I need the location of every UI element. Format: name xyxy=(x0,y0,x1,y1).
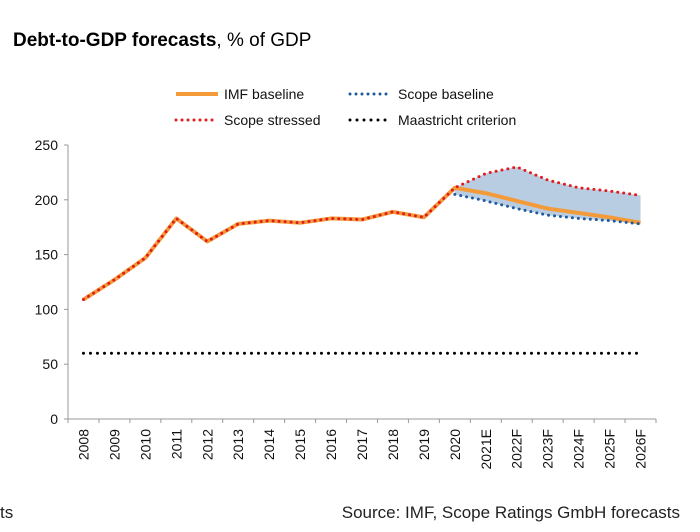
x-tick-label: 2013 xyxy=(230,429,246,460)
chart-title: Debt-to-GDP forecasts, % of GDP xyxy=(13,30,311,52)
chart-title-bold: Debt-to-GDP forecasts xyxy=(13,30,217,51)
legend-scope-baseline-label: Scope baseline xyxy=(398,86,494,102)
legend-imf-baseline-label: IMF baseline xyxy=(224,86,304,102)
y-tick-label: 200 xyxy=(35,192,59,208)
y-tick-label: 100 xyxy=(35,301,59,317)
x-tick-label: 2026F xyxy=(633,429,649,469)
x-tick-label: 2023F xyxy=(540,429,556,469)
x-tick-label: 2014 xyxy=(261,429,277,460)
legend-maastricht-label: Maastricht criterion xyxy=(398,112,516,128)
chart-title-unit: , % of GDP xyxy=(216,30,312,51)
x-tick-label: 2025F xyxy=(602,429,618,469)
scenario-band xyxy=(454,166,641,224)
y-tick-label: 0 xyxy=(50,411,58,427)
scope-stressed-line xyxy=(81,165,643,302)
y-tick-label: 150 xyxy=(35,247,59,263)
x-tick-label: 2024F xyxy=(571,429,587,469)
x-tick-label: 2011 xyxy=(168,429,184,459)
source-note: Source: IMF, Scope Ratings GmbH forecast… xyxy=(341,503,680,522)
x-tick-label: 2010 xyxy=(137,429,153,460)
x-tick-label: 2008 xyxy=(75,429,91,460)
x-tick-label: 2012 xyxy=(199,429,215,460)
y-tick-label: 50 xyxy=(42,356,58,372)
x-tick-label: 2021E xyxy=(478,429,494,469)
scope-baseline-line xyxy=(453,192,643,226)
footer-truncated-text: ts xyxy=(0,503,14,522)
x-tick-label: 2018 xyxy=(385,429,401,460)
legend-scope-stressed-label: Scope stressed xyxy=(224,112,321,128)
x-tick-label: 2019 xyxy=(416,429,432,460)
x-tick-label: 2009 xyxy=(106,429,122,460)
x-tick-label: 2015 xyxy=(292,429,308,460)
x-tick-label: 2022F xyxy=(509,429,525,469)
x-tick-label: 2017 xyxy=(354,429,370,460)
x-tick-label: 2016 xyxy=(323,429,339,460)
y-tick-label: 250 xyxy=(35,137,59,153)
x-tick-label: 2020 xyxy=(447,429,463,460)
